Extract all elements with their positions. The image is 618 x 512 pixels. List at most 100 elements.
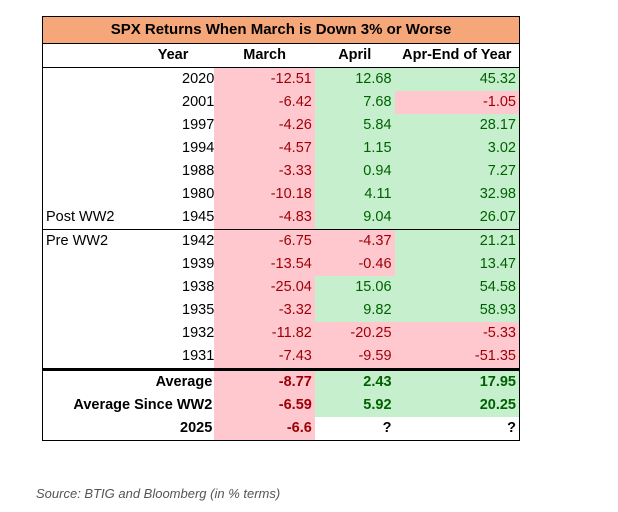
year-value: 1939 [182,256,215,272]
year-cell: Post WW2 1945 [43,206,214,229]
table-row: 2020 -12.51 12.68 45.32 [43,68,519,91]
april-return-cell: -0.46 [314,253,395,276]
year-value: 1997 [182,117,215,133]
summary-label: Average [155,374,213,390]
apr-end-return-cell: 54.58 [394,276,519,299]
year-cell: 1938 [43,276,214,299]
march-return-cell: -7.43 [214,345,315,368]
apr-end-return-cell: 13.47 [394,253,519,276]
year-cell: 1988 [43,160,214,183]
year-cell: Pre WW2 1942 [43,230,214,253]
group-label: Pre WW2 [46,233,109,249]
april-return-cell: -4.37 [314,230,395,253]
summary-april-cell: 2.43 [314,371,395,394]
table-row: 1988 -3.33 0.94 7.27 [43,160,519,183]
table-row: 2001 -6.42 7.68 -1.05 [43,91,519,114]
header-row: Year March April Apr-End of Year [43,44,519,68]
header-year: Year [157,47,189,63]
summary-row: 2025 -6.6?? [43,417,519,440]
apr-end-return-cell: 21.21 [394,230,519,253]
april-return-cell: 0.94 [314,160,395,183]
march-return-cell: -10.18 [214,183,315,206]
year-cell: 1939 [43,253,214,276]
year-value: 1938 [182,279,215,295]
year-cell: 2001 [43,91,214,114]
apr-end-return-cell: 3.02 [394,137,519,160]
march-return-cell: -6.42 [214,91,315,114]
summary-apr-end-cell: ? [507,420,516,436]
table-row: 1932 -11.82 -20.25 -5.33 [43,322,519,345]
year-value: 1935 [182,302,215,318]
april-return-cell: 12.68 [314,68,395,91]
summary-apr-end-cell: 20.25 [394,394,519,417]
apr-end-return-cell: 32.98 [394,183,519,206]
apr-end-return-cell: -1.05 [394,91,519,114]
year-cell: 1980 [43,183,214,206]
apr-end-return-cell: 58.93 [394,299,519,322]
year-value: 1932 [182,325,215,341]
table-row: 1997 -4.26 5.84 28.17 [43,114,519,137]
summary-march-cell: -6.6 [214,417,315,440]
summary-apr-end-cell: 17.95 [394,371,519,394]
year-cell: 1932 [43,322,214,345]
returns-table: SPX Returns When March is Down 3% or Wor… [42,16,520,441]
year-value: 1988 [182,163,215,179]
year-value: 1945 [182,209,215,225]
april-return-cell: 5.84 [314,114,395,137]
year-value: 1994 [182,140,215,156]
year-cell: 2020 [43,68,214,91]
march-return-cell: -12.51 [214,68,315,91]
march-return-cell: -25.04 [214,276,315,299]
summary-label: Average Since WW2 [73,397,213,413]
year-value: 1980 [182,186,215,202]
april-return-cell: 7.68 [314,91,395,114]
year-cell: 1935 [43,299,214,322]
pre-ww2-section: Pre WW2 1942 -6.75 -4.37 21.21 1939 -13.54 -0.4… [43,230,519,369]
march-return-cell: -4.83 [214,206,315,229]
march-return-cell: -4.57 [214,137,315,160]
april-return-cell: 4.11 [314,183,395,206]
summary-april-cell: ? [382,420,392,436]
april-return-cell: 9.82 [314,299,395,322]
year-cell: 1994 [43,137,214,160]
apr-end-return-cell: 7.27 [394,160,519,183]
year-value: 2001 [182,94,215,110]
march-return-cell: -13.54 [214,253,315,276]
apr-end-return-cell: 45.32 [394,68,519,91]
header-march: March [243,47,286,63]
april-return-cell: 1.15 [314,137,395,160]
summary-label: 2025 [180,420,213,436]
april-return-cell: -20.25 [314,322,395,345]
post-ww2-section: 2020 -12.51 12.68 45.32 2001 -6.42 7.68 -1.05 19… [43,68,519,230]
table-row: 1935 -3.32 9.82 58.93 [43,299,519,322]
apr-end-return-cell: 26.07 [394,206,519,229]
summary-row: Average Since WW2 -6.59 5.92 20.25 [43,394,519,417]
table-row: 1980 -10.18 4.11 32.98 [43,183,519,206]
year-cell: 1931 [43,345,214,368]
source-note: Source: BTIG and Bloomberg (in % terms) [36,486,281,501]
table-row: 1939 -13.54 -0.46 13.47 [43,253,519,276]
year-value: 1942 [182,233,215,249]
header-april: April [338,47,372,63]
march-return-cell: -4.26 [214,114,315,137]
april-return-cell: 15.06 [314,276,395,299]
table-row: 1994 -4.57 1.15 3.02 [43,137,519,160]
table-row: Pre WW2 1942 -6.75 -4.37 21.21 [43,230,519,253]
april-return-cell: 9.04 [314,206,395,229]
summary-row: Average -8.77 2.43 17.95 [43,371,519,394]
march-return-cell: -11.82 [214,322,315,345]
apr-end-return-cell: -5.33 [394,322,519,345]
summary-section: Average -8.77 2.43 17.95 Average Since WW2 -6… [43,369,519,440]
summary-april-cell: 5.92 [314,394,395,417]
summary-march-cell: -6.59 [214,394,315,417]
table-row: 1938 -25.04 15.06 54.58 [43,276,519,299]
year-value: 2020 [182,71,215,87]
table-title: SPX Returns When March is Down 3% or Wor… [43,17,519,44]
table-row: Post WW2 1945 -4.83 9.04 26.07 [43,206,519,230]
table-row: 1931 -7.43 -9.59 -51.35 [43,345,519,369]
march-return-cell: -6.75 [214,230,315,253]
march-return-cell: -3.33 [214,160,315,183]
summary-march-cell: -8.77 [214,371,315,394]
apr-end-return-cell: 28.17 [394,114,519,137]
march-return-cell: -3.32 [214,299,315,322]
